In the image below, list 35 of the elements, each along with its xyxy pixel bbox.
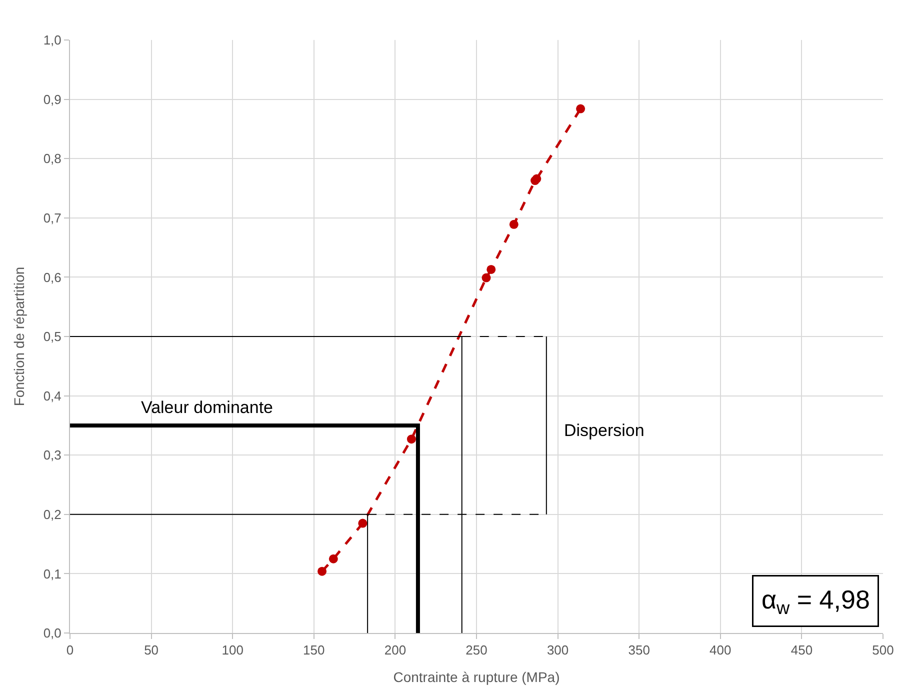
x-tick-label: 300: [546, 642, 569, 658]
y-tick-label: 0,1: [43, 566, 62, 582]
x-tick-label: 200: [384, 642, 406, 658]
x-tick-label: 50: [144, 642, 159, 658]
y-tick-label: 0,4: [43, 388, 62, 404]
point: [318, 566, 327, 576]
annotation: Dispersion: [564, 421, 644, 440]
y-tick-label: 0,7: [43, 210, 62, 226]
x-tick-label: 450: [790, 642, 813, 658]
y-tick-label: 0,2: [43, 506, 62, 522]
annotation: α$_{w}$ = 4,98: [762, 584, 870, 618]
point: [358, 518, 368, 528]
point: [328, 554, 338, 564]
x-axis-title: Contrainte à rupture (MPa): [393, 668, 560, 685]
point: [482, 273, 491, 282]
y-tick-label: 0,0: [43, 626, 62, 641]
x-tick-label: 500: [872, 642, 894, 658]
y-tick-label: 0,6: [43, 270, 62, 285]
point: [576, 104, 586, 114]
y-tick-label: 1,0: [43, 32, 62, 48]
point: [406, 434, 416, 444]
y-axis-title: Fonction de répartition: [10, 266, 27, 406]
annotation: Valeur dominante: [141, 398, 273, 417]
y-tick-label: 0,9: [43, 92, 62, 107]
point: [509, 220, 518, 229]
y-tick-label: 0,5: [43, 329, 62, 344]
x-tick-label: 400: [710, 642, 732, 658]
x-tick-label: 250: [466, 642, 488, 658]
y-tick-label: 0,8: [43, 151, 62, 166]
x-tick-label: 150: [303, 642, 325, 658]
x-tick-label: 100: [222, 642, 244, 658]
x-tick-label: 350: [628, 642, 650, 658]
point: [486, 264, 496, 274]
y-tick-label: 0,3: [43, 448, 62, 463]
x-tick-label: 0: [66, 642, 74, 658]
